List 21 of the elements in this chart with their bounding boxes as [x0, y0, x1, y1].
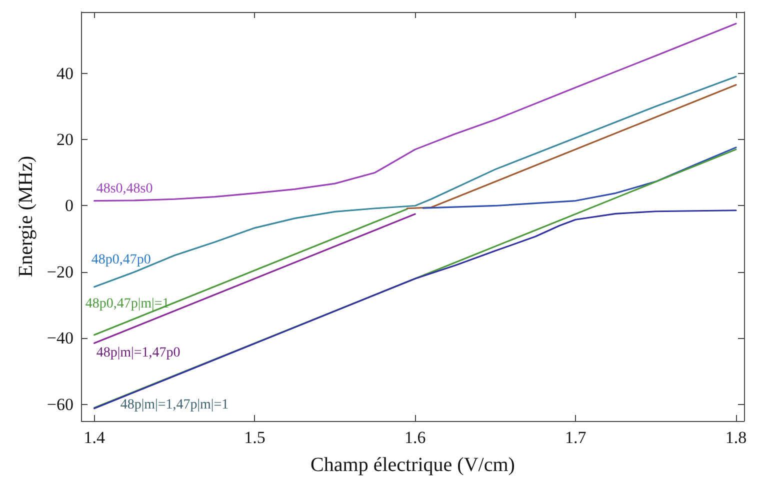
y-tick-label: 0: [64, 196, 74, 216]
line-series: [422, 146, 737, 209]
y-tick-label: −60: [46, 394, 74, 414]
y-axis-title: Energie (MHz): [15, 156, 37, 278]
x-tick-label: 1.8: [725, 428, 747, 447]
y-tick-label: 40: [56, 64, 74, 83]
series-label: 48p|m|=1,47p|m|=1: [120, 397, 229, 412]
series-label: 48s0,48s0: [96, 181, 153, 196]
line-series: [94, 22, 737, 202]
line-series: [94, 76, 737, 288]
series-label: 48p0,47p|m|=1: [85, 296, 170, 312]
x-tick-label: 1.7: [564, 428, 587, 447]
y-tick-label: 20: [56, 130, 74, 149]
series-label: 48p|m|=1,47p0: [96, 346, 180, 361]
x-tick-label: 1.5: [244, 428, 266, 447]
y-tick-label: −20: [46, 262, 74, 282]
y-tick-label: −40: [46, 328, 74, 348]
x-tick-label: 1.4: [84, 428, 106, 447]
series-label: 48p0,47p0: [91, 252, 151, 268]
x-axis-title: Champ électrique (V/cm): [310, 454, 515, 476]
x-tick-label: 1.6: [404, 428, 426, 447]
